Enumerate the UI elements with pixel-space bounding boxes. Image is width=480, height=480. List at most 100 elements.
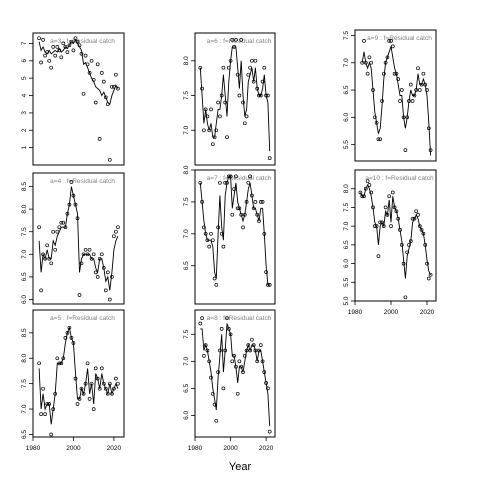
- plot-frame: [32, 32, 125, 166]
- observed-point: [89, 58, 94, 63]
- observed-point: [216, 370, 220, 374]
- observed-point: [367, 183, 372, 187]
- observed-point: [398, 228, 402, 232]
- panel-title: a=7 : f=Residual catch: [207, 175, 272, 182]
- observed-point: [417, 88, 422, 92]
- y-tick-label: 7.0: [343, 58, 350, 67]
- observed-point: [67, 43, 72, 48]
- observed-point: [89, 381, 94, 386]
- observed-point: [376, 254, 381, 258]
- observed-point: [101, 381, 106, 386]
- observed-point: [223, 180, 228, 185]
- observed-point: [405, 115, 410, 120]
- x-tick-label: 2000: [223, 445, 238, 452]
- observed-point: [426, 126, 431, 131]
- observed-point: [374, 120, 379, 125]
- observed-point: [77, 293, 82, 297]
- observed-point: [97, 256, 102, 261]
- observed-point: [398, 99, 402, 103]
- y-tick-label: 6.5: [343, 85, 350, 94]
- observed-point: [253, 348, 258, 353]
- x-tick-label: 1980: [188, 445, 203, 452]
- observed-point: [419, 228, 424, 232]
- panel-title: a=4 : f=Residual catch: [50, 178, 115, 185]
- observed-point: [250, 58, 254, 63]
- observed-point: [250, 193, 254, 198]
- observed-point: [205, 348, 210, 353]
- observed-point: [87, 71, 92, 75]
- observed-point: [232, 45, 236, 49]
- observed-point: [99, 252, 104, 257]
- observed-point: [414, 88, 419, 92]
- observed-point: [260, 200, 265, 204]
- observed-point: [49, 261, 54, 266]
- y-tick-label: 7.5: [183, 197, 190, 206]
- observed-point: [49, 432, 54, 437]
- observed-point: [112, 84, 116, 89]
- observed-point: [63, 336, 68, 340]
- observed-point: [97, 137, 102, 141]
- y-tick-label: 6.5: [21, 272, 28, 281]
- observed-point: [110, 275, 114, 279]
- observed-point: [85, 361, 90, 366]
- observed-point: [394, 209, 399, 214]
- observed-point: [209, 375, 213, 380]
- observed-point: [372, 115, 377, 120]
- observed-point: [212, 402, 217, 407]
- observed-point: [93, 366, 98, 371]
- observed-point: [221, 386, 226, 391]
- y-tick-label: 7.0: [343, 221, 350, 230]
- observed-point: [57, 225, 62, 230]
- observed-point: [262, 231, 267, 236]
- observed-point: [214, 418, 219, 423]
- observed-point: [362, 194, 366, 199]
- observed-point: [41, 38, 45, 42]
- observed-point: [47, 256, 52, 261]
- observed-point: [43, 256, 47, 261]
- observed-point: [79, 261, 84, 266]
- observed-point: [200, 200, 204, 204]
- observed-point: [387, 194, 392, 199]
- observed-point: [205, 238, 210, 243]
- observed-point: [392, 71, 397, 76]
- observed-point: [264, 93, 268, 98]
- observed-point: [225, 316, 229, 320]
- y-tick-label: 8.0: [183, 56, 190, 65]
- observed-point: [405, 250, 410, 255]
- observed-point: [262, 370, 267, 374]
- observed-point: [112, 386, 116, 391]
- observed-point: [421, 231, 426, 236]
- observed-point: [97, 386, 102, 391]
- observed-point: [63, 45, 68, 49]
- observed-point: [244, 114, 249, 119]
- observed-point: [81, 391, 86, 396]
- observed-point: [358, 190, 363, 195]
- observed-point: [65, 50, 70, 54]
- observed-point: [251, 206, 256, 211]
- observed-point: [365, 71, 370, 76]
- observed-point: [408, 239, 413, 243]
- panel-7: a=5 : f=Residual catch 6.5 7.0 7.5 8.0 8.5 198…: [21, 309, 125, 452]
- panel-5: a=7 : f=Residual catch 6.5 7.0 7.5 8.0: [183, 165, 276, 305]
- observed-point: [262, 65, 267, 70]
- observed-point: [37, 225, 41, 230]
- observed-point: [101, 266, 106, 270]
- observed-point: [53, 391, 58, 396]
- observed-point: [237, 93, 242, 98]
- observed-point: [237, 359, 242, 364]
- observed-point: [230, 359, 235, 364]
- y-tick-label: 7.5: [343, 203, 350, 212]
- observed-point: [241, 370, 245, 374]
- observed-point: [383, 205, 388, 210]
- observed-point: [371, 205, 375, 210]
- observed-point: [107, 381, 112, 386]
- observed-point: [428, 272, 433, 277]
- observed-point: [367, 55, 372, 60]
- observed-point: [253, 58, 258, 63]
- observed-point: [235, 72, 240, 77]
- observed-point: [389, 224, 393, 228]
- observed-point: [221, 65, 226, 70]
- observed-point: [93, 270, 98, 275]
- observed-point: [57, 361, 62, 366]
